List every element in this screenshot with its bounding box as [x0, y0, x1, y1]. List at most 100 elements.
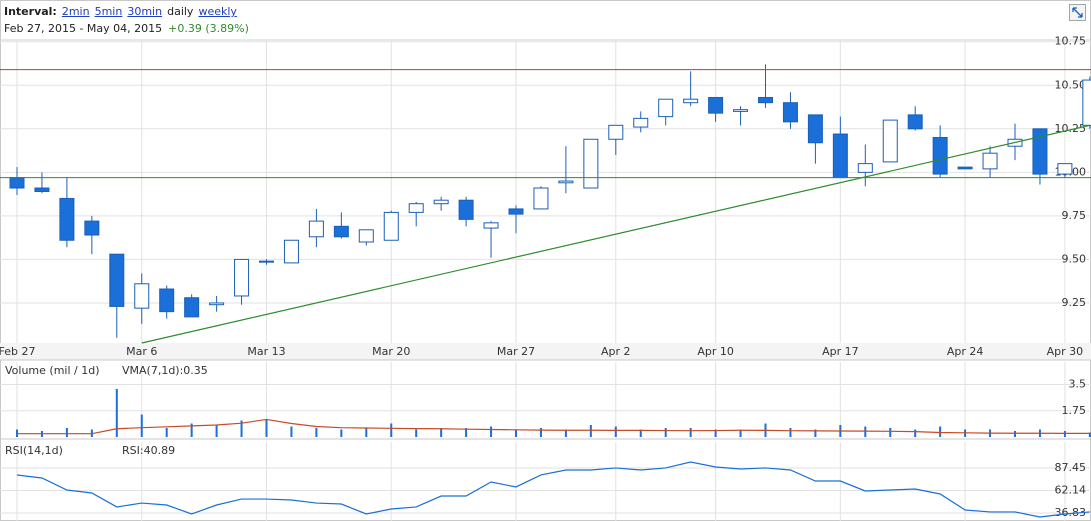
- candle-body: [733, 109, 749, 112]
- volume-bar: [465, 428, 468, 437]
- interval-link[interactable]: 30min: [127, 5, 163, 18]
- volume-bar: [365, 428, 368, 437]
- x-tick-label: Apr 10: [697, 345, 734, 358]
- interval-row: Interval: 2min 5min 30min daily weekly: [4, 3, 249, 20]
- candle-body: [34, 187, 50, 193]
- candle-body: [458, 199, 474, 220]
- volume-bar: [65, 428, 68, 437]
- volume-bar: [1088, 432, 1091, 437]
- price-change: +0.39 (3.89%): [168, 22, 249, 35]
- trend-line: [141, 124, 1090, 344]
- candle-body: [558, 180, 574, 184]
- volume-bar: [440, 428, 443, 437]
- candle-body: [159, 288, 175, 313]
- candle-body: [982, 152, 998, 170]
- volume-bar: [215, 425, 218, 437]
- volume-bar: [589, 425, 592, 437]
- y-tick-label: 10.75: [1055, 35, 1087, 48]
- candle-body: [758, 96, 773, 104]
- candle-body: [583, 138, 599, 189]
- date-range: Feb 27, 2015 - May 04, 2015: [4, 22, 163, 35]
- candle-body: [932, 137, 948, 175]
- panel-title: RSI(14,1d): [5, 444, 63, 457]
- candle-body: [683, 98, 699, 104]
- volume-bar: [1014, 431, 1016, 437]
- volume-bar: [390, 423, 393, 437]
- volume-bar: [739, 429, 742, 437]
- candle-body: [259, 260, 274, 263]
- x-tick-label: Apr 2: [601, 345, 631, 358]
- interval-link[interactable]: weekly: [198, 5, 237, 18]
- volume-bar: [864, 426, 867, 437]
- candle-body: [209, 302, 225, 306]
- volume-bar: [265, 419, 268, 437]
- volume-bar: [914, 429, 917, 437]
- candle-body: [633, 117, 649, 128]
- candle-body: [84, 220, 100, 236]
- x-tick-label: Apr 24: [947, 345, 984, 358]
- candle-body: [1057, 163, 1073, 175]
- expand-icon[interactable]: [1069, 4, 1086, 21]
- y-tick-label: 9.25: [1062, 296, 1087, 309]
- y-tick-label: 3.5: [1069, 378, 1087, 391]
- x-tick-label: Mar 13: [247, 345, 285, 358]
- candle-body: [608, 124, 624, 140]
- volume-bar: [814, 429, 817, 437]
- volume-bar: [639, 429, 642, 437]
- volume-bar: [789, 428, 792, 437]
- candle-body: [433, 199, 449, 205]
- volume-bar: [290, 426, 293, 437]
- interval-label: Interval:: [4, 5, 57, 18]
- y-tick-label: 87.45: [1055, 461, 1087, 474]
- candle-body: [1082, 79, 1091, 126]
- candle-body: [782, 102, 798, 123]
- volume-bar: [689, 428, 692, 437]
- candle-body: [184, 297, 200, 318]
- range-row: Feb 27, 2015 - May 04, 2015 +0.39 (3.89%): [4, 20, 249, 37]
- candle-body: [857, 163, 873, 173]
- candle-body: [508, 208, 524, 215]
- legend-entry: RSI:40.89: [122, 444, 175, 457]
- candle-body: [708, 96, 724, 114]
- x-tick-label: Mar 6: [126, 345, 157, 358]
- volume-bar: [115, 389, 118, 437]
- candle-body: [283, 239, 299, 264]
- x-tick-label: Mar 20: [372, 345, 410, 358]
- vma-line: [17, 418, 1090, 435]
- volume-bar: [515, 429, 517, 437]
- volume-bar: [140, 414, 143, 437]
- candle-body: [1032, 128, 1048, 175]
- candle-body: [658, 98, 674, 118]
- x-tick-label: Apr 30: [1047, 345, 1084, 358]
- x-axis-band: [0, 343, 1091, 360]
- candle-body: [308, 220, 324, 238]
- y-tick-label: 1.75: [1062, 404, 1087, 417]
- candle-body: [59, 197, 75, 241]
- volume-bar: [714, 429, 717, 437]
- candle-body: [383, 211, 399, 241]
- panel-title: Volume (mil / 1d): [5, 364, 100, 377]
- candle-body: [957, 166, 973, 170]
- volume-bar: [490, 426, 493, 437]
- volume-bar: [664, 428, 667, 437]
- volume-bar: [889, 428, 892, 437]
- volume-bar: [190, 423, 193, 437]
- interval-link[interactable]: 5min: [94, 5, 123, 18]
- volume-bar: [240, 420, 243, 437]
- volume-bar: [315, 428, 318, 437]
- y-tick-label: 10.50: [1055, 78, 1087, 91]
- candle-body: [807, 114, 823, 144]
- candle-body: [134, 283, 150, 309]
- interval-link[interactable]: 2min: [61, 5, 90, 18]
- volume-bar: [939, 426, 942, 437]
- volume-bar: [415, 429, 418, 437]
- volume-bar: [340, 429, 343, 437]
- y-tick-label: 62.14: [1055, 483, 1087, 496]
- y-tick-label: 9.75: [1062, 209, 1087, 222]
- candle-body: [109, 253, 125, 307]
- volume-bar: [614, 426, 617, 437]
- x-tick-label: Mar 27: [497, 345, 535, 358]
